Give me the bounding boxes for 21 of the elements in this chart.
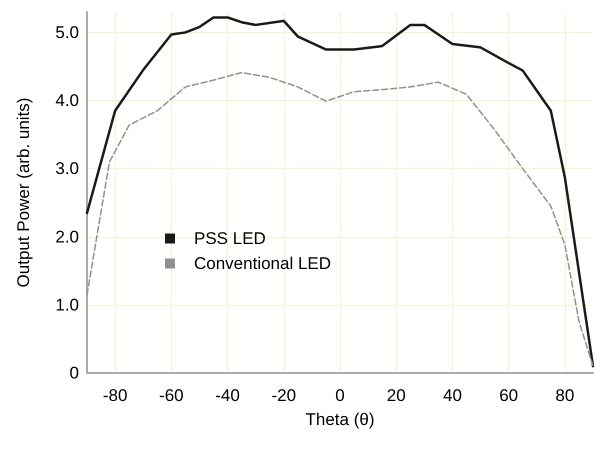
x-tick-label: -40 xyxy=(215,386,240,405)
x-tick-label: 80 xyxy=(555,386,574,405)
legend-label: Conventional LED xyxy=(194,254,332,273)
x-tick-label: 20 xyxy=(386,386,406,405)
legend-label: PSS LED xyxy=(194,229,266,248)
y-tick-label: 1.0 xyxy=(55,295,79,314)
x-tick-label: 40 xyxy=(442,386,462,405)
x-tick-label: -60 xyxy=(159,386,184,405)
line-series xyxy=(86,16,594,368)
x-tick-label: 60 xyxy=(499,386,518,405)
line-series xyxy=(86,72,594,367)
y-tick-label: 4.0 xyxy=(55,91,79,110)
y-tick-label: 0 xyxy=(70,364,79,382)
y-tick-label: 2.0 xyxy=(55,227,79,246)
y-axis-title: Output Power (arb. units) xyxy=(14,98,33,288)
y-tick-label: 5.0 xyxy=(55,22,79,42)
x-axis-title: Theta (θ) xyxy=(306,410,374,429)
x-tick-label: -20 xyxy=(271,386,296,405)
x-tick-label: 0 xyxy=(335,386,345,405)
x-tick-label: -80 xyxy=(102,386,128,405)
y-tick-label: 3.0 xyxy=(55,159,79,178)
